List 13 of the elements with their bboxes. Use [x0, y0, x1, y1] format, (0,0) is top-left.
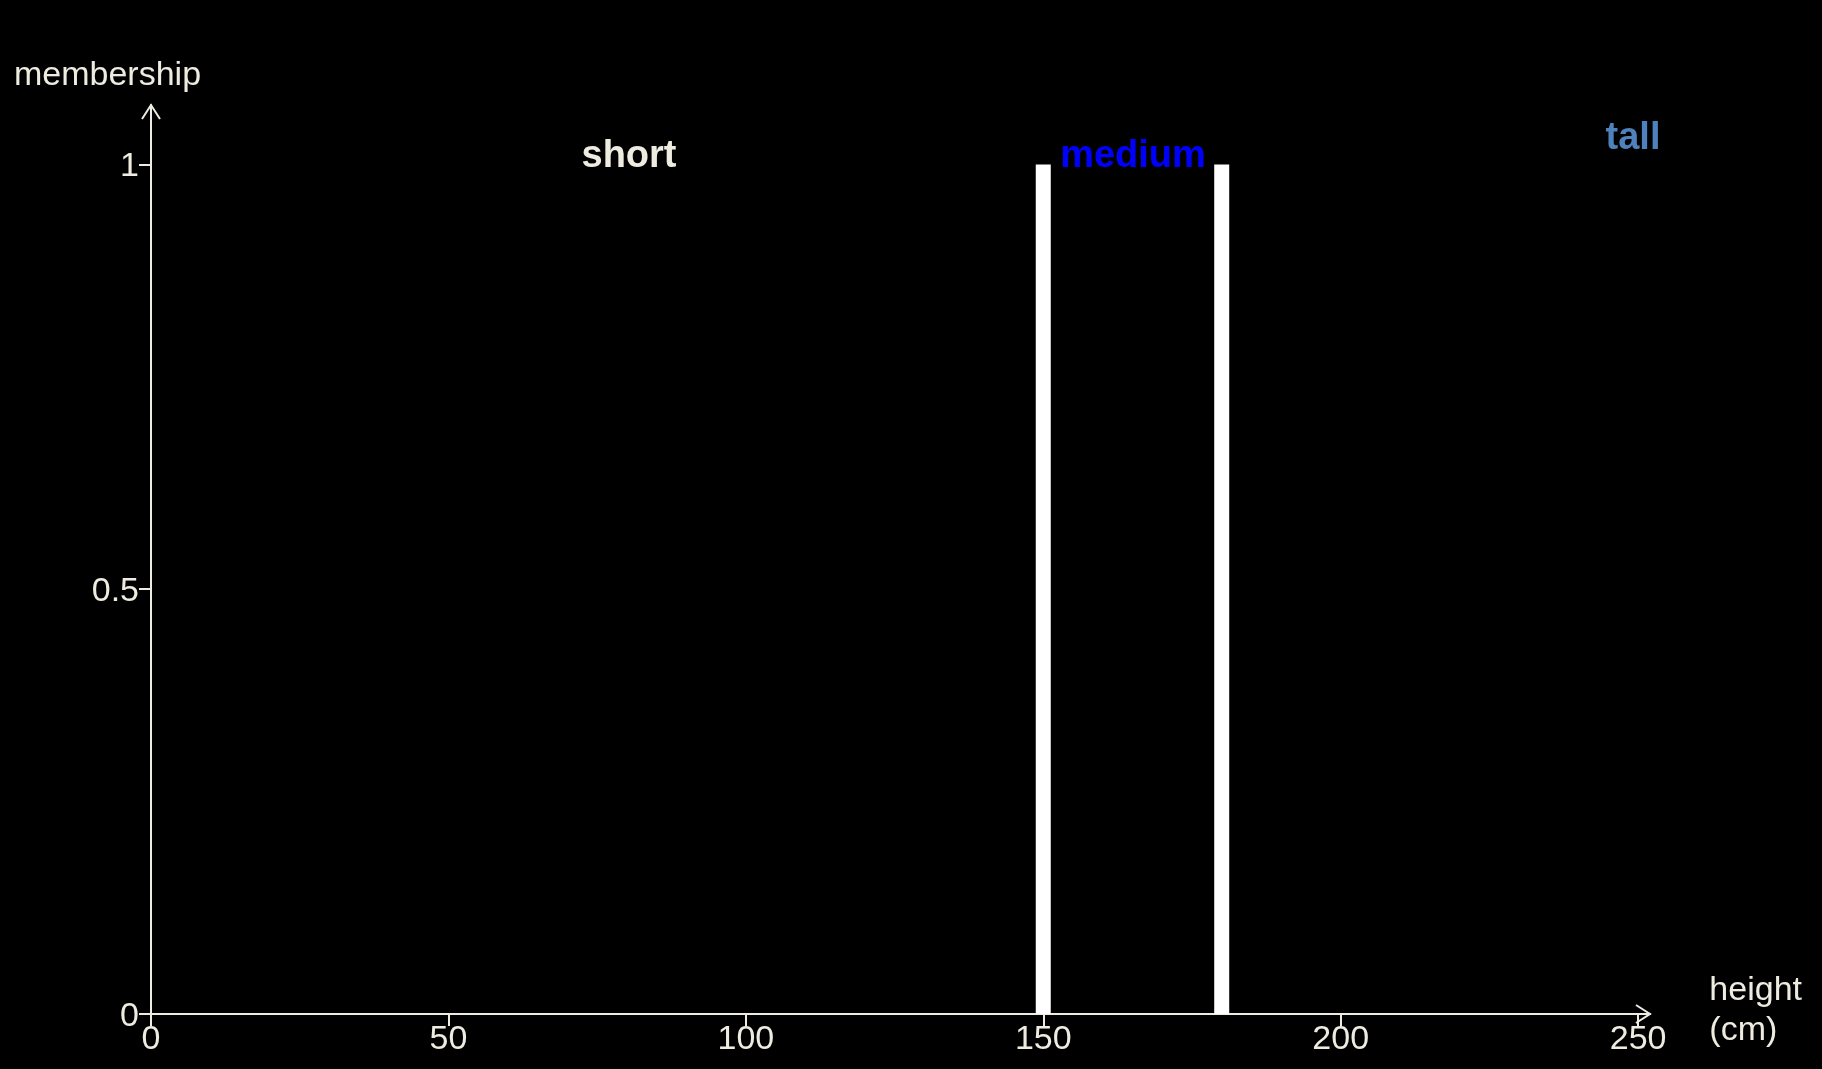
x-axis-title: height (cm) [1709, 969, 1803, 1047]
annotation: tall [1605, 115, 1661, 158]
x-tick-label: 150 [1014, 1018, 1072, 1056]
annotation: short [581, 133, 677, 176]
x-tick-label: 250 [1609, 1018, 1667, 1056]
x-tick-label: 200 [1312, 1018, 1370, 1056]
y-tick-label: 1 [120, 145, 139, 184]
y-axis-title: membership [14, 54, 202, 92]
y-tick-label: 0 [120, 995, 139, 1033]
x-tick-label: 50 [429, 1018, 468, 1056]
annotation: medium [1060, 133, 1206, 176]
x-tick-label: 100 [717, 1018, 775, 1056]
y-tick-label: 0.5 [91, 570, 139, 609]
